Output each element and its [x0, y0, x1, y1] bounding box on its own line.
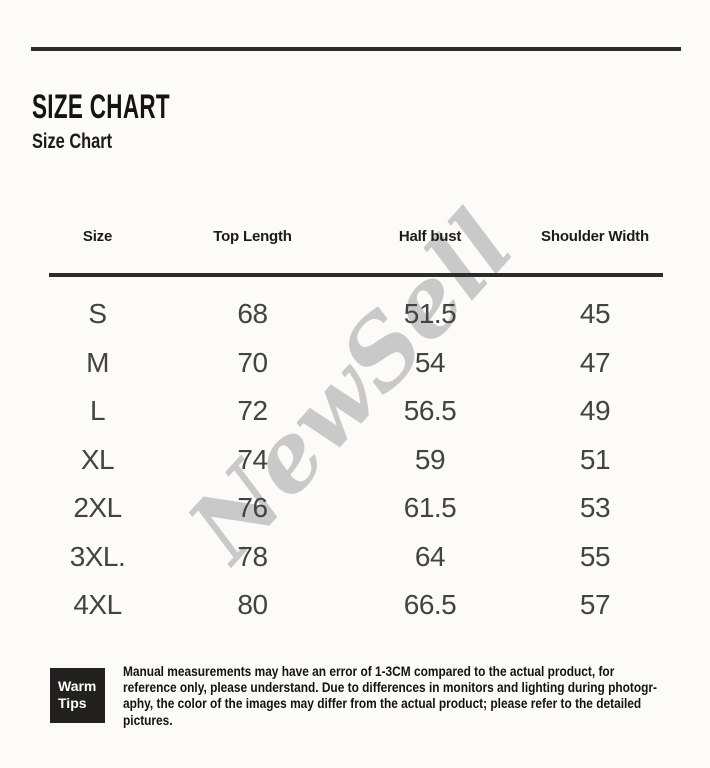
cell-shoulder-width: 49 — [579, 395, 611, 427]
cell-top-length: 74 — [237, 443, 268, 475]
cell-size: XL — [80, 443, 115, 475]
table-row: S 68 51.5 45 — [40, 290, 680, 339]
table-row: 4XL 80 66.5 57 — [40, 581, 680, 630]
cell-half-bust: 51.5 — [403, 298, 457, 330]
cell-size: 3XL. — [69, 540, 126, 572]
header-cell-shoulder-width: Shoulder Width — [541, 228, 649, 245]
cell-top-length: 72 — [237, 395, 268, 427]
cell-size: 2XL — [73, 492, 122, 524]
tips-paragraph: Manual measurements may have an error of… — [123, 663, 658, 728]
cell-half-bust: 59 — [414, 443, 446, 475]
cell-half-bust: 66.5 — [403, 589, 457, 621]
cell-size: L — [89, 395, 106, 427]
cell-top-length: 78 — [237, 540, 268, 572]
cell-shoulder-width: 51 — [579, 443, 611, 475]
header-cell-top-length: Top Length — [213, 228, 292, 245]
table-row: L 72 56.5 49 — [40, 387, 680, 436]
table-row: XL 74 59 51 — [40, 436, 680, 485]
header-cell-half-bust: Half bust — [398, 228, 462, 245]
cell-shoulder-width: 57 — [579, 589, 611, 621]
cell-half-bust: 61.5 — [403, 492, 457, 524]
table-row: 3XL. 78 64 55 — [40, 533, 680, 582]
warm-tips-badge: Warm Tips — [50, 668, 105, 723]
cell-top-length: 80 — [237, 589, 268, 621]
cell-shoulder-width: 53 — [579, 492, 611, 524]
page-title: SIZE CHART — [32, 88, 170, 126]
header-cell-size: Size — [82, 228, 113, 245]
cell-shoulder-width: 47 — [579, 346, 611, 378]
cell-size: 4XL — [73, 589, 122, 621]
cell-top-length: 76 — [237, 492, 268, 524]
table-header-row: Size Top Length Half bust Shoulder Width — [40, 228, 680, 245]
cell-half-bust: 64 — [414, 540, 446, 572]
cell-size: S — [88, 298, 107, 330]
cell-half-bust: 54 — [414, 346, 446, 378]
cell-size: M — [86, 346, 109, 378]
size-table-body: S 68 51.5 45 M 70 54 47 L 72 56.5 49 XL … — [40, 290, 680, 630]
top-divider — [31, 47, 681, 51]
header-divider — [49, 273, 663, 277]
cell-top-length: 70 — [237, 346, 268, 378]
page-subtitle: Size Chart — [32, 130, 113, 153]
table-row: 2XL 76 61.5 53 — [40, 484, 680, 533]
cell-shoulder-width: 55 — [579, 540, 611, 572]
cell-top-length: 68 — [237, 298, 268, 330]
table-row: M 70 54 47 — [40, 339, 680, 388]
cell-half-bust: 56.5 — [403, 395, 457, 427]
cell-shoulder-width: 45 — [579, 298, 611, 330]
